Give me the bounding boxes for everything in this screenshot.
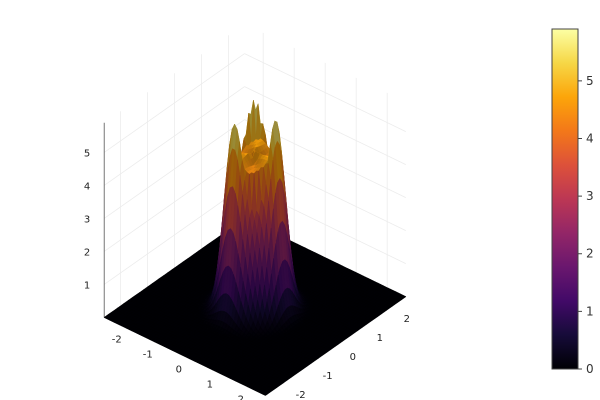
tick-labels: -2 -1 0 1 2 -2 -1 0 1 2 1 2 3 4 5	[84, 148, 410, 400]
colorbar-tick-label: 2	[586, 247, 594, 261]
x-tick-label: 1	[207, 379, 213, 390]
x-tick-label: -2	[112, 334, 122, 345]
y-tick-label: 2	[404, 314, 410, 325]
surface-facet	[262, 392, 268, 396]
x-tick-label: 0	[176, 364, 182, 375]
surface	[103, 100, 407, 396]
y-tick-label: -2	[296, 390, 306, 400]
colorbar-tick-label: 1	[586, 304, 594, 318]
z-tick-label: 4	[84, 181, 90, 192]
x-tick-label: -1	[143, 349, 153, 360]
colorbar-tick-label: 0	[586, 362, 594, 376]
x-tick-label: 2	[238, 394, 244, 400]
colorbar: 0 1 2 3 4 5	[551, 28, 594, 376]
z-tick-label: 1	[84, 280, 90, 291]
y-tick-label: -1	[323, 371, 333, 382]
y-tick-label: 0	[350, 352, 356, 363]
z-tick-label: 5	[84, 148, 90, 159]
colorbar-tick-label: 3	[586, 189, 594, 203]
z-tick-label: 3	[84, 214, 90, 225]
z-tick-label: 2	[84, 247, 90, 258]
y-tick-label: 1	[377, 333, 383, 344]
colorbar-tick-label: 4	[586, 131, 594, 145]
colorbar-bar	[551, 28, 579, 370]
colorbar-ticks: 0 1 2 3 4 5	[578, 74, 594, 376]
colorbar-tick-label: 5	[586, 74, 594, 88]
